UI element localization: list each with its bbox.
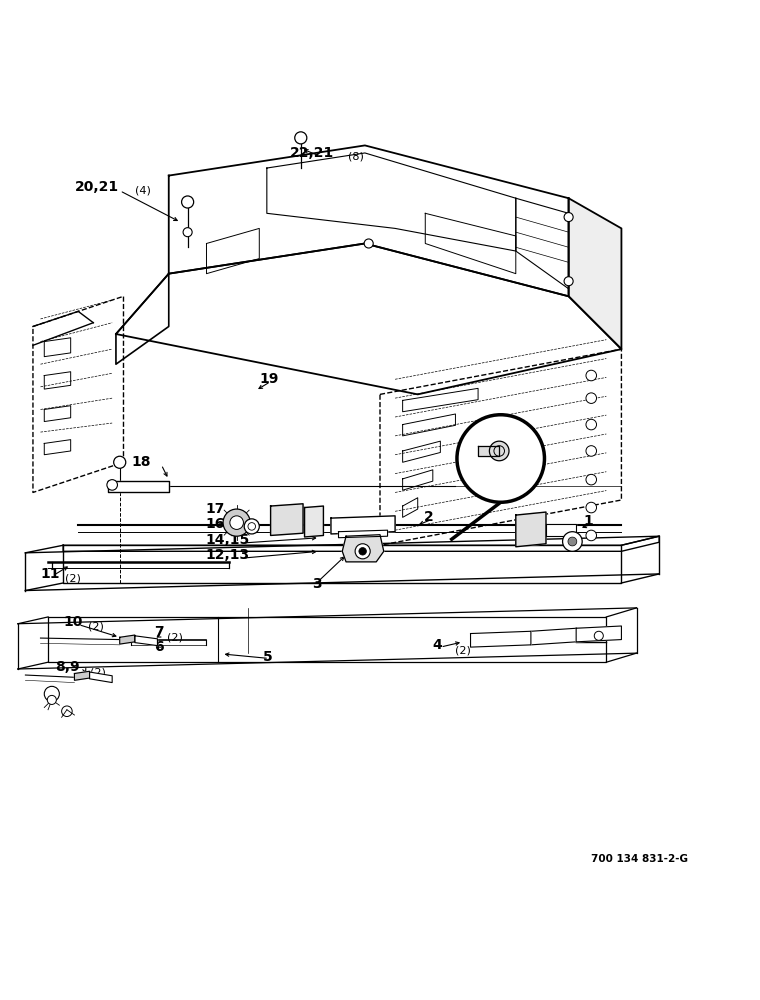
Polygon shape: [169, 145, 568, 296]
Polygon shape: [109, 481, 169, 492]
Circle shape: [564, 277, 573, 286]
Polygon shape: [516, 512, 546, 547]
Circle shape: [364, 239, 373, 248]
Circle shape: [230, 516, 243, 529]
Text: 1: 1: [584, 514, 594, 528]
Circle shape: [295, 132, 307, 144]
Circle shape: [359, 548, 366, 555]
Polygon shape: [63, 536, 659, 551]
Polygon shape: [116, 243, 622, 394]
Circle shape: [489, 441, 509, 461]
Circle shape: [244, 519, 259, 534]
Text: (2): (2): [167, 632, 183, 642]
Circle shape: [594, 631, 603, 640]
Text: (4): (4): [135, 186, 150, 196]
Polygon shape: [478, 446, 499, 456]
Text: 16: 16: [205, 517, 224, 531]
Text: 11: 11: [40, 567, 60, 581]
Circle shape: [182, 196, 194, 208]
Circle shape: [586, 393, 597, 403]
Polygon shape: [120, 635, 135, 644]
Circle shape: [586, 502, 597, 513]
Circle shape: [586, 419, 597, 430]
Text: (8): (8): [348, 152, 364, 162]
Circle shape: [183, 228, 192, 237]
Text: 4: 4: [432, 638, 442, 652]
Text: (2): (2): [88, 622, 104, 632]
Text: 18: 18: [131, 455, 150, 469]
Text: 22,21: 22,21: [290, 146, 334, 160]
Polygon shape: [470, 631, 531, 647]
Polygon shape: [63, 545, 622, 583]
Circle shape: [457, 415, 544, 502]
Polygon shape: [331, 516, 395, 534]
Polygon shape: [568, 198, 622, 349]
Circle shape: [107, 480, 118, 490]
Polygon shape: [48, 617, 606, 662]
Text: (2): (2): [65, 573, 81, 583]
Text: 2: 2: [424, 510, 433, 524]
Text: 700 134 831-2-G: 700 134 831-2-G: [591, 854, 689, 864]
Text: 20,21: 20,21: [74, 180, 119, 194]
Circle shape: [355, 544, 370, 559]
Polygon shape: [342, 535, 384, 562]
Text: 12,13: 12,13: [205, 548, 249, 562]
Polygon shape: [135, 636, 157, 646]
Circle shape: [586, 446, 597, 456]
Text: (2): (2): [521, 478, 537, 488]
Text: (2): (2): [455, 645, 471, 655]
Text: (2): (2): [90, 668, 106, 678]
Text: 5: 5: [263, 650, 273, 664]
Polygon shape: [576, 626, 622, 642]
Polygon shape: [271, 504, 303, 535]
Text: 7: 7: [154, 625, 163, 639]
Polygon shape: [90, 672, 112, 683]
Text: 10: 10: [63, 615, 83, 629]
Text: 14,15: 14,15: [205, 533, 249, 547]
Circle shape: [586, 370, 597, 381]
Text: 6: 6: [154, 640, 163, 654]
Polygon shape: [116, 274, 169, 364]
Circle shape: [568, 537, 577, 546]
Polygon shape: [74, 671, 90, 680]
Circle shape: [586, 530, 597, 541]
Circle shape: [564, 213, 573, 222]
Polygon shape: [546, 524, 576, 536]
Circle shape: [47, 695, 56, 704]
Circle shape: [586, 474, 597, 485]
Polygon shape: [338, 530, 388, 538]
Text: 8,9: 8,9: [55, 660, 81, 674]
Circle shape: [223, 509, 250, 536]
Text: (2): (2): [233, 523, 249, 533]
Text: 19: 19: [259, 372, 279, 386]
Circle shape: [114, 456, 125, 468]
Text: 23: 23: [478, 471, 502, 489]
Circle shape: [562, 532, 582, 551]
Polygon shape: [305, 506, 324, 537]
Text: 17: 17: [205, 502, 224, 516]
Text: 3: 3: [312, 577, 321, 591]
